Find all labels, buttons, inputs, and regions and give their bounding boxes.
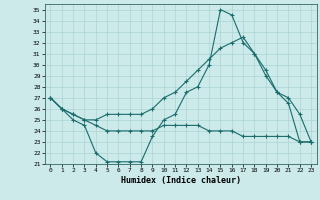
X-axis label: Humidex (Indice chaleur): Humidex (Indice chaleur) [121,176,241,185]
